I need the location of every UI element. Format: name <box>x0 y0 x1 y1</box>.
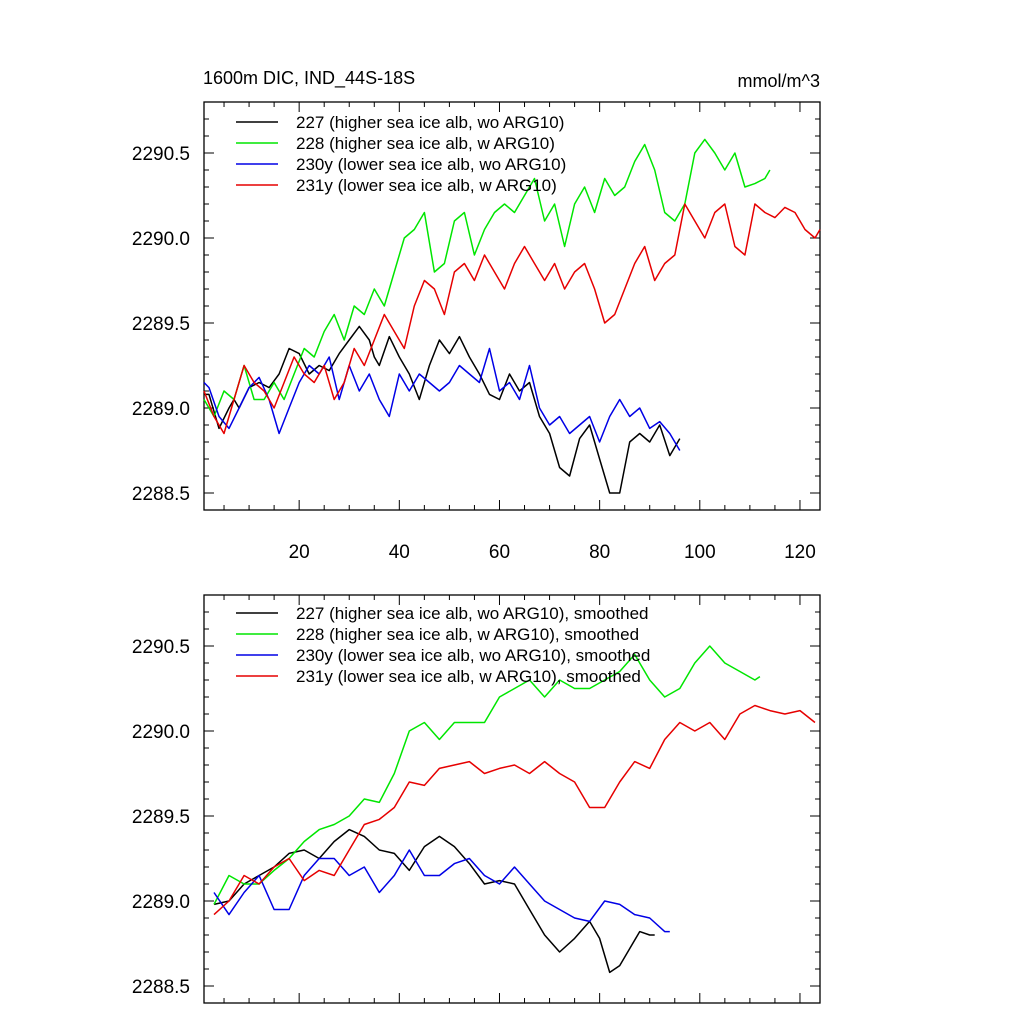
bottom-panel: 2288.5 2289.0 2289.5 2290.0 2290.5 227 (highe… <box>132 594 821 1004</box>
x-tick-label: 100 <box>684 542 716 563</box>
legend-label: 231y (lower sea ice alb, w ARG10) <box>296 176 557 195</box>
series-line <box>213 849 670 933</box>
y-tick-label: 2288.5 <box>132 977 190 998</box>
series-line <box>213 704 816 916</box>
legend-label: 227 (higher sea ice alb, wo ARG10), smoo… <box>296 604 648 623</box>
legend-label: 230y (lower sea ice alb, wo ARG10), smoo… <box>296 646 650 665</box>
top-panel: 2288.5 2289.0 2289.5 2290.0 2290.5 20 40 60 80 10… <box>132 101 821 563</box>
series-line <box>203 203 821 435</box>
legend-label: 227 (higher sea ice alb, wo ARG10) <box>296 113 564 132</box>
x-tick-label: 120 <box>784 542 816 563</box>
figure-units: mmol/m^3 <box>738 71 820 91</box>
series-line <box>213 645 761 905</box>
x-tick-label: 20 <box>289 542 310 563</box>
legend-label: 230y (lower sea ice alb, wo ARG10) <box>296 155 566 174</box>
x-tick-label: 60 <box>489 542 510 563</box>
y-tick-label: 2290.0 <box>132 229 190 250</box>
x-tick-label: 80 <box>589 542 610 563</box>
y-tick-label: 2290.0 <box>132 722 190 743</box>
legend-label: 228 (higher sea ice alb, w ARG10), smoot… <box>296 625 639 644</box>
y-tick-label: 2290.5 <box>132 637 190 658</box>
figure-title: 1600m DIC, IND_44S-18S <box>203 68 415 89</box>
y-tick-label: 2289.5 <box>132 314 190 335</box>
series-line <box>213 828 655 974</box>
legend-label: 231y (lower sea ice alb, w ARG10), smoot… <box>296 667 641 686</box>
series-line <box>204 325 681 494</box>
y-tick-label: 2288.5 <box>132 484 190 505</box>
series-line <box>203 138 771 418</box>
y-tick-label: 2289.0 <box>132 399 190 420</box>
x-tick-label: 40 <box>389 542 410 563</box>
y-tick-label: 2290.5 <box>132 144 190 165</box>
legend-label: 228 (higher sea ice alb, w ARG10) <box>296 134 555 153</box>
y-tick-label: 2289.0 <box>132 892 190 913</box>
series-line <box>203 347 681 451</box>
y-tick-label: 2289.5 <box>132 807 190 828</box>
